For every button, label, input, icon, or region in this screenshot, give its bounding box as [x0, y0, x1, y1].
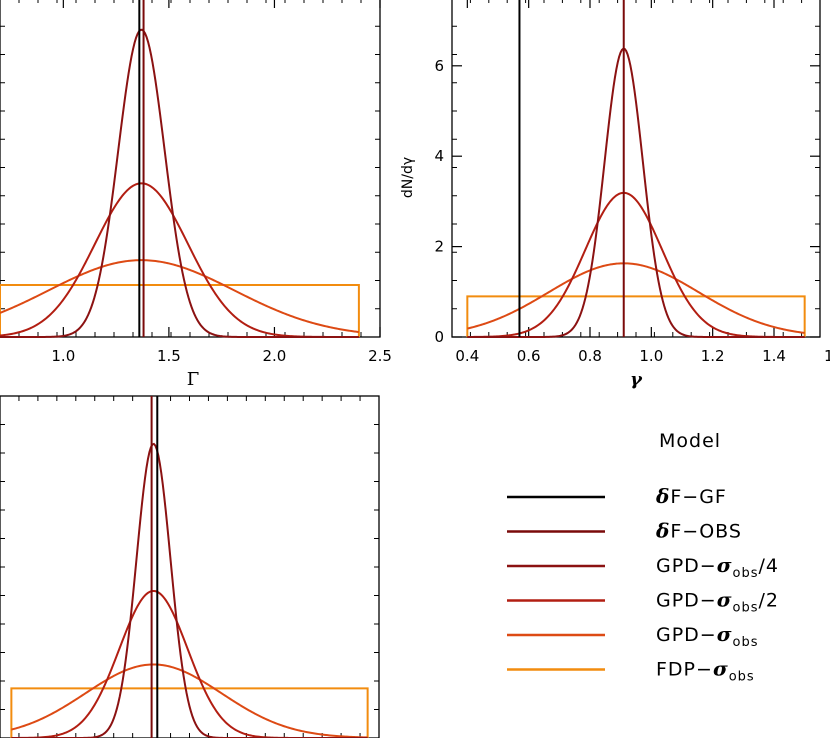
x-axis-title: Γ [187, 369, 200, 390]
legend-subscript: obs [732, 566, 758, 581]
legend-text: GPD− [656, 555, 717, 577]
x-tick-label: 0.4 [455, 347, 479, 365]
x-tick-label: 1. [824, 347, 830, 365]
panel-gamma-cap: 1.0 1.5 2.0 2.5 Γ [0, 0, 392, 390]
y-tick-label: 0 [434, 328, 444, 346]
y-tick-label: 4 [434, 147, 444, 165]
legend-symbol: δ [655, 484, 670, 508]
panel-bottom [0, 395, 380, 738]
legend-label: GPD−σobs/2 [656, 588, 779, 616]
x-tick-label: 2.5 [368, 347, 392, 365]
x-tick-label: 2.0 [263, 347, 287, 365]
x-tick-label: 0.8 [578, 347, 602, 365]
series-gaussian-curve [0, 259, 360, 334]
legend-symbol: σ [717, 553, 733, 577]
x-tick-label: 1.5 [157, 347, 181, 365]
legend-symbol: δ [655, 519, 670, 543]
legend-subscript: obs [732, 635, 758, 650]
legend-label: GPD−σobs/4 [656, 553, 779, 581]
series-fdp-box [0, 284, 360, 337]
series-gaussian-curve [11, 442, 368, 738]
y-tick-label: 2 [434, 238, 444, 256]
legend-text: FDP− [656, 659, 713, 681]
plot-frame [0, 395, 380, 738]
series-gaussian-curve [11, 589, 368, 738]
series-fdp-box [466, 295, 806, 337]
legend-subscript: obs [732, 601, 758, 616]
legend-text: F−OBS [670, 521, 742, 543]
y-tick-label: 6 [434, 57, 444, 75]
legend-subscript: obs [729, 670, 755, 685]
legend: ModelδF−GFδF−OBSGPD−σobs/4GPD−σobs/2GPD−… [507, 430, 779, 685]
x-tick-label: 1.2 [701, 347, 725, 365]
legend-text: GPD− [656, 624, 717, 646]
series-gaussian-curve [11, 663, 368, 738]
legend-text: F−GF [670, 486, 727, 508]
y-axis-title: dN/dγ [400, 157, 416, 198]
x-axis-title: γ [630, 369, 643, 390]
legend-symbol: σ [717, 622, 733, 646]
legend-symbol: σ [717, 588, 733, 612]
series-gaussian-curve [467, 47, 805, 338]
series-fdp-box [10, 687, 369, 738]
legend-label: δF−OBS [655, 519, 742, 543]
x-tick-label: 0.6 [517, 347, 541, 365]
legend-label: GPD−σobs [656, 622, 758, 650]
x-tick-label: 1.0 [51, 347, 75, 365]
legend-suffix: /4 [758, 555, 779, 577]
legend-suffix: /2 [758, 590, 779, 612]
plot-frame [451, 0, 821, 338]
legend-symbol: σ [713, 657, 729, 681]
legend-label: FDP−σobs [656, 657, 755, 685]
x-tick-label: 1.0 [639, 347, 663, 365]
legend-label: δF−GF [655, 484, 727, 508]
series-gaussian-curve [0, 28, 359, 338]
legend-title: Model [659, 430, 721, 452]
series-gaussian-curve [467, 262, 805, 334]
x-tick-label: 1.4 [762, 347, 786, 365]
legend-text: GPD− [656, 590, 717, 612]
